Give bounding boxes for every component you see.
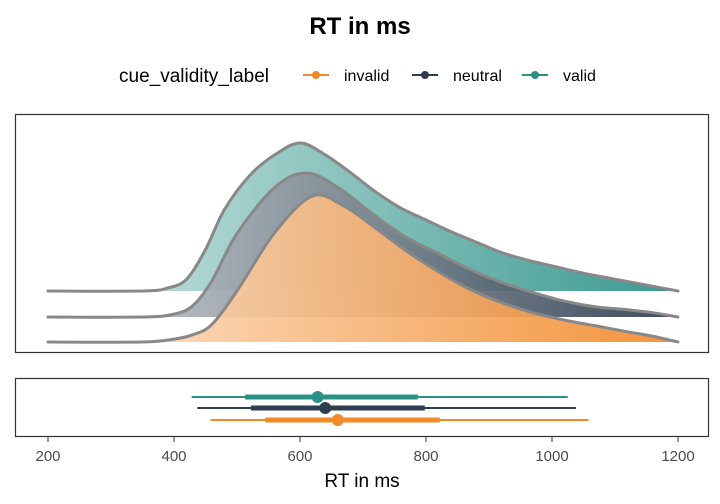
- legend-label-invalid: invalid: [344, 68, 389, 85]
- x-tick-label-400: 400: [161, 448, 186, 465]
- legend-label-neutral: neutral: [453, 68, 502, 85]
- median-point-invalid: [331, 414, 344, 426]
- density-outline-invalid: [46, 193, 680, 344]
- density-area-invalid: [48, 194, 678, 343]
- chart-title: RT in ms: [309, 13, 410, 40]
- density-panel-border: [14, 113, 710, 354]
- x-tick-label-1000: 1000: [535, 448, 568, 465]
- legend-label-valid: valid: [563, 68, 596, 85]
- x-tick-label-200: 200: [35, 448, 60, 465]
- x-axis: 200 400 600 800 1000 1200: [35, 437, 695, 465]
- x-tick-label-600: 600: [287, 448, 312, 465]
- legend-title: cue_validity_label: [119, 66, 269, 87]
- legend-key-dot-invalid: [312, 71, 320, 79]
- x-tick-label-1200: 1200: [661, 448, 694, 465]
- x-tick-label-800: 800: [413, 448, 438, 465]
- legend-key-dot-valid: [531, 71, 539, 79]
- density-outline-valid: [46, 141, 680, 293]
- x-axis-title: RT in ms: [324, 471, 399, 492]
- legend-key-dot-neutral: [421, 71, 429, 79]
- density-layer: [46, 141, 680, 344]
- legend: cue_validity_label invalid neutral valid: [119, 66, 596, 87]
- median-point-valid: [311, 391, 324, 403]
- median-point-neutral: [319, 402, 332, 414]
- interval-layer: [191, 391, 589, 426]
- interval-panel-border: [14, 377, 710, 438]
- density-outline-neutral: [46, 171, 680, 319]
